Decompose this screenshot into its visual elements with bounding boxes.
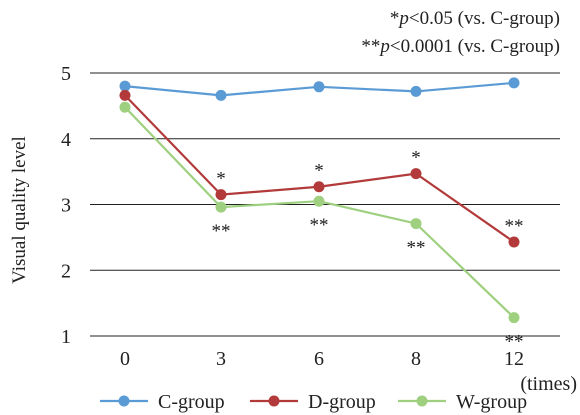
significance-d-group-6: * <box>314 161 324 182</box>
x-tick-12: 12 <box>504 348 524 370</box>
y-tick-1: 1 <box>61 326 71 348</box>
significance-w-group-6: ** <box>310 215 329 236</box>
legend-item-d-group: D-group <box>250 391 376 413</box>
point-c-group-8 <box>410 85 422 97</box>
significance-w-group-8: ** <box>407 238 426 259</box>
gridlines <box>90 72 560 337</box>
point-d-group-12 <box>508 236 520 248</box>
y-tick-labels: 1 2 3 4 5 <box>61 63 71 348</box>
significance-notes: *p<0.05 (vs. C-group) **p<0.0001 (vs. C-… <box>361 8 560 57</box>
legend-item-w-group: W-group <box>398 391 527 413</box>
legend-marker-d-group <box>268 395 280 407</box>
series-d-group: * **** <box>119 89 524 248</box>
legend-marker-w-group <box>416 395 428 407</box>
legend: C-group D-group W-group <box>100 391 527 413</box>
y-tick-4: 4 <box>61 129 71 151</box>
point-d-group-0 <box>119 89 131 101</box>
note-line-1: *p<0.05 (vs. C-group) <box>390 8 560 29</box>
x-tick-labels: 0 3 6 8 12 <box>120 348 524 370</box>
point-w-group-6 <box>313 195 325 207</box>
note-2-stars: ** <box>361 36 380 57</box>
legend-item-c-group: C-group <box>100 391 225 413</box>
legend-label-c-group: C-group <box>158 391 225 413</box>
point-w-group-12 <box>508 312 520 324</box>
point-w-group-3 <box>215 201 227 213</box>
point-d-group-6 <box>313 181 325 193</box>
note-2-p: p <box>378 36 390 57</box>
point-d-group-3 <box>215 189 227 201</box>
significance-d-group-8: * <box>411 148 421 169</box>
point-d-group-8 <box>410 168 422 180</box>
y-tick-3: 3 <box>61 195 71 217</box>
series-c-group <box>119 77 520 101</box>
x-tick-8: 8 <box>411 348 421 370</box>
x-tick-0: 0 <box>120 348 130 370</box>
y-tick-2: 2 <box>61 260 71 282</box>
note-1-text: <0.05 (vs. C-group) <box>409 8 560 29</box>
legend-label-d-group: D-group <box>308 391 376 413</box>
x-axis-unit: (times) <box>520 373 577 395</box>
point-c-group-12 <box>508 77 520 89</box>
x-tick-3: 3 <box>216 348 226 370</box>
y-axis-label: Visual quality level <box>9 136 30 284</box>
significance-w-group-12: ** <box>505 332 524 353</box>
point-w-group-0 <box>119 101 131 113</box>
series-group: * ****** ****** <box>119 77 524 353</box>
point-c-group-6 <box>313 81 325 93</box>
point-c-group-0 <box>119 80 131 92</box>
legend-label-w-group: W-group <box>456 391 527 413</box>
note-line-2: **p<0.0001 (vs. C-group) <box>361 36 560 57</box>
note-1-p: p <box>397 8 409 29</box>
note-1-stars: * <box>390 8 400 29</box>
y-tick-5: 5 <box>61 63 71 85</box>
legend-marker-c-group <box>118 395 130 407</box>
significance-d-group-12: ** <box>505 216 524 237</box>
x-tick-6: 6 <box>314 348 324 370</box>
point-c-group-3 <box>215 89 227 101</box>
note-2-text: <0.0001 (vs. C-group) <box>390 36 560 57</box>
significance-w-group-3: ** <box>212 221 231 242</box>
point-w-group-8 <box>410 218 422 230</box>
significance-d-group-3: * <box>216 169 226 190</box>
series-w-group: ** ****** <box>119 101 524 353</box>
